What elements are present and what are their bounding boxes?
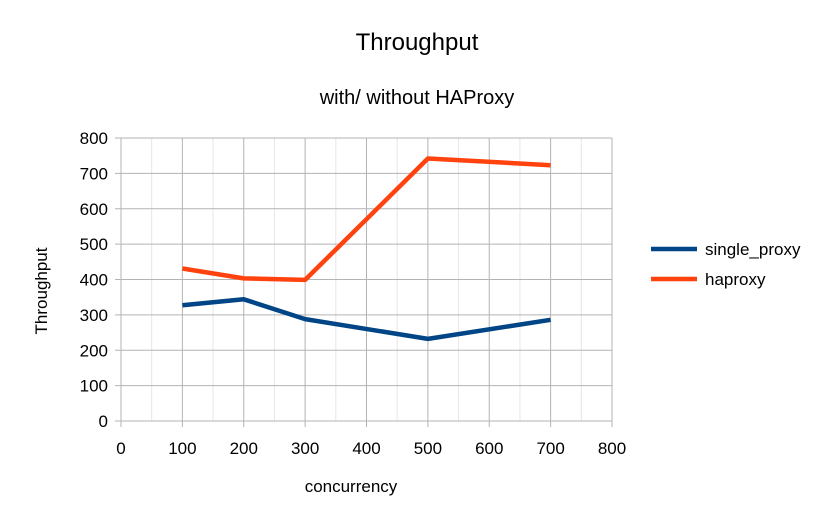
- x-tick-label: 0: [116, 439, 125, 458]
- x-tick-label: 200: [230, 439, 258, 458]
- y-tick-label: 0: [99, 412, 108, 431]
- y-tick-label: 500: [80, 235, 108, 254]
- y-tick-label: 300: [80, 306, 108, 325]
- y-axis-title: Throughput: [32, 247, 51, 334]
- grid-lines: [121, 137, 613, 421]
- legend-label-single_proxy: single_proxy: [705, 240, 801, 259]
- y-tick-label: 200: [80, 341, 108, 360]
- x-axis-title: concurrency: [305, 477, 398, 496]
- y-tick-label: 700: [80, 164, 108, 183]
- y-tick-label: 600: [80, 200, 108, 219]
- x-tick-label: 800: [598, 439, 626, 458]
- axes: [115, 137, 613, 427]
- x-tick-label: 400: [352, 439, 380, 458]
- x-tick-label: 500: [414, 439, 442, 458]
- tick-labels: 0 100 200 300 400 500 600 700 800 0 100 200 300 400 50…: [80, 129, 627, 458]
- x-tick-label: 700: [536, 439, 564, 458]
- x-tick-label: 100: [168, 439, 196, 458]
- series-line-haproxy: [182, 156, 551, 283]
- series-line-single_proxy: [182, 297, 551, 342]
- y-tick-label: 100: [80, 377, 108, 396]
- chart-subtitle: with/ without HAProxy: [319, 87, 515, 109]
- chart-title: Throughput: [356, 29, 479, 56]
- y-tick-label: 800: [80, 129, 108, 148]
- series-lines: [182, 156, 551, 342]
- y-tick-label: 400: [80, 271, 108, 290]
- legend-label-haproxy: haproxy: [705, 270, 766, 289]
- x-tick-label: 600: [475, 439, 503, 458]
- x-tick-label: 300: [291, 439, 319, 458]
